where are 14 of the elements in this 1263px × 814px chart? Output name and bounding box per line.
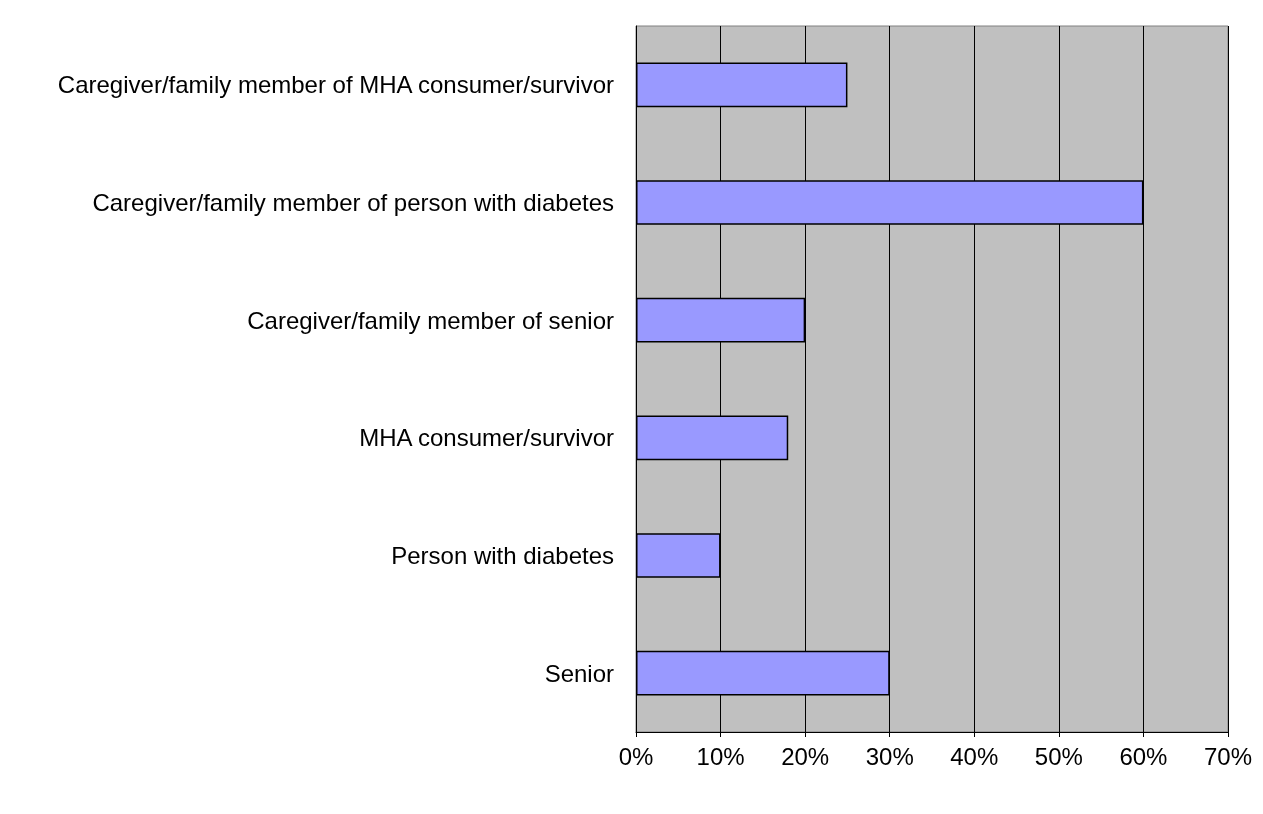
y-tick-label: Caregiver/family member of senior [247, 306, 614, 334]
x-tick-label: 20% [781, 742, 830, 770]
x-tick-label: 40% [950, 742, 999, 770]
y-tick-label: Person with diabetes [391, 542, 614, 569]
y-tick-label: Caregiver/family member of MHA consumer/survivor [57, 71, 614, 99]
x-tick-label: 0% [618, 742, 654, 770]
x-tick-label: 60% [1119, 742, 1168, 770]
x-tick-label: 70% [1203, 742, 1253, 770]
x-tick-label: 50% [1034, 742, 1083, 770]
y-tick-label: MHA consumer/survivor [359, 424, 614, 452]
x-tick-label: 10% [696, 742, 745, 770]
y-tick-label: Caregiver/family member of person with diabetes [92, 189, 614, 216]
x-tick-label: 30% [865, 742, 914, 770]
y-tick-label: Senior [544, 659, 615, 687]
